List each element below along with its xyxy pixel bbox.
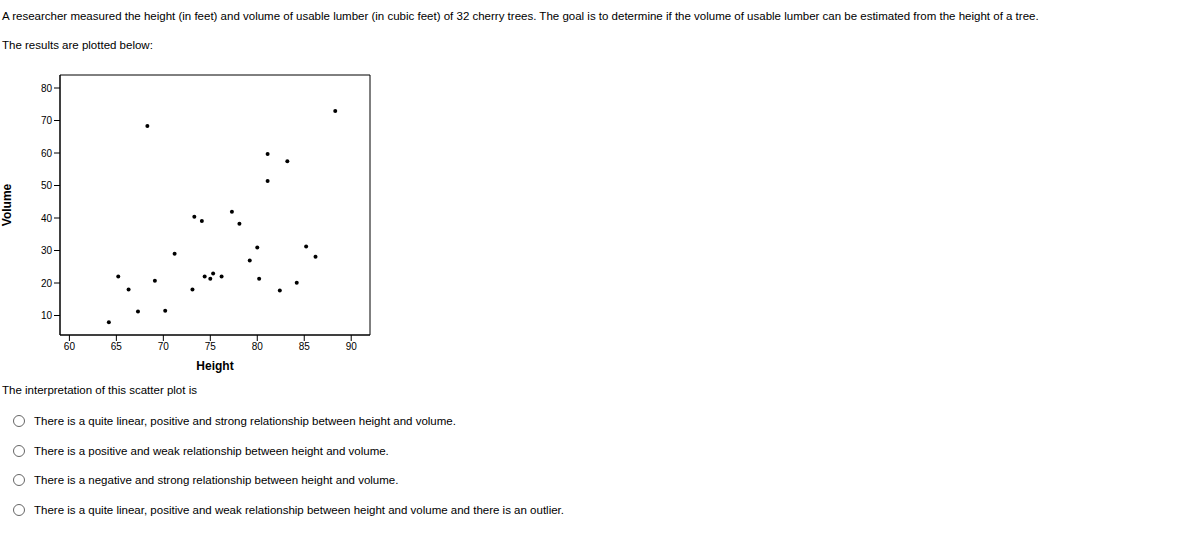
html-text:The results are plotted below:: The results are plotted below: (2, 39, 153, 51)
svg-text:60: 60 (41, 148, 53, 159)
svg-text:80: 80 (41, 83, 53, 94)
html-text:A researcher measured the heig: A researcher measured the height (in fee… (2, 10, 1039, 22)
html-text:The interpretation of this sca: The interpretation of this scatter plot … (2, 384, 197, 396)
html-text:There is a positive and weak r: There is a positive and weak relationshi… (34, 444, 389, 457)
svg-text:70: 70 (158, 341, 170, 352)
html-text:There is a quite linear, posit: There is a quite linear, positive and we… (34, 503, 564, 516)
svg-text:10: 10 (41, 310, 53, 321)
svg-text:85: 85 (299, 341, 311, 352)
html-text:There is a quite linear, posit: There is a quite linear, positive and st… (34, 415, 456, 427)
svg-text:Height: Height (196, 359, 233, 373)
svg-text:50: 50 (41, 180, 53, 191)
svg-text:70: 70 (41, 115, 53, 126)
svg-text:60: 60 (64, 341, 76, 352)
svg-text:30: 30 (41, 245, 53, 256)
svg-text:80: 80 (252, 341, 264, 352)
svg-text:65: 65 (111, 341, 123, 352)
svg-text:75: 75 (205, 341, 217, 352)
svg-text:20: 20 (41, 278, 53, 289)
svg-text:40: 40 (41, 213, 53, 224)
svg-text:90: 90 (346, 341, 358, 352)
html-text:There is a negative and strong: There is a negative and strong relations… (34, 474, 399, 486)
svg-text:Volume: Volume (8, 183, 14, 226)
